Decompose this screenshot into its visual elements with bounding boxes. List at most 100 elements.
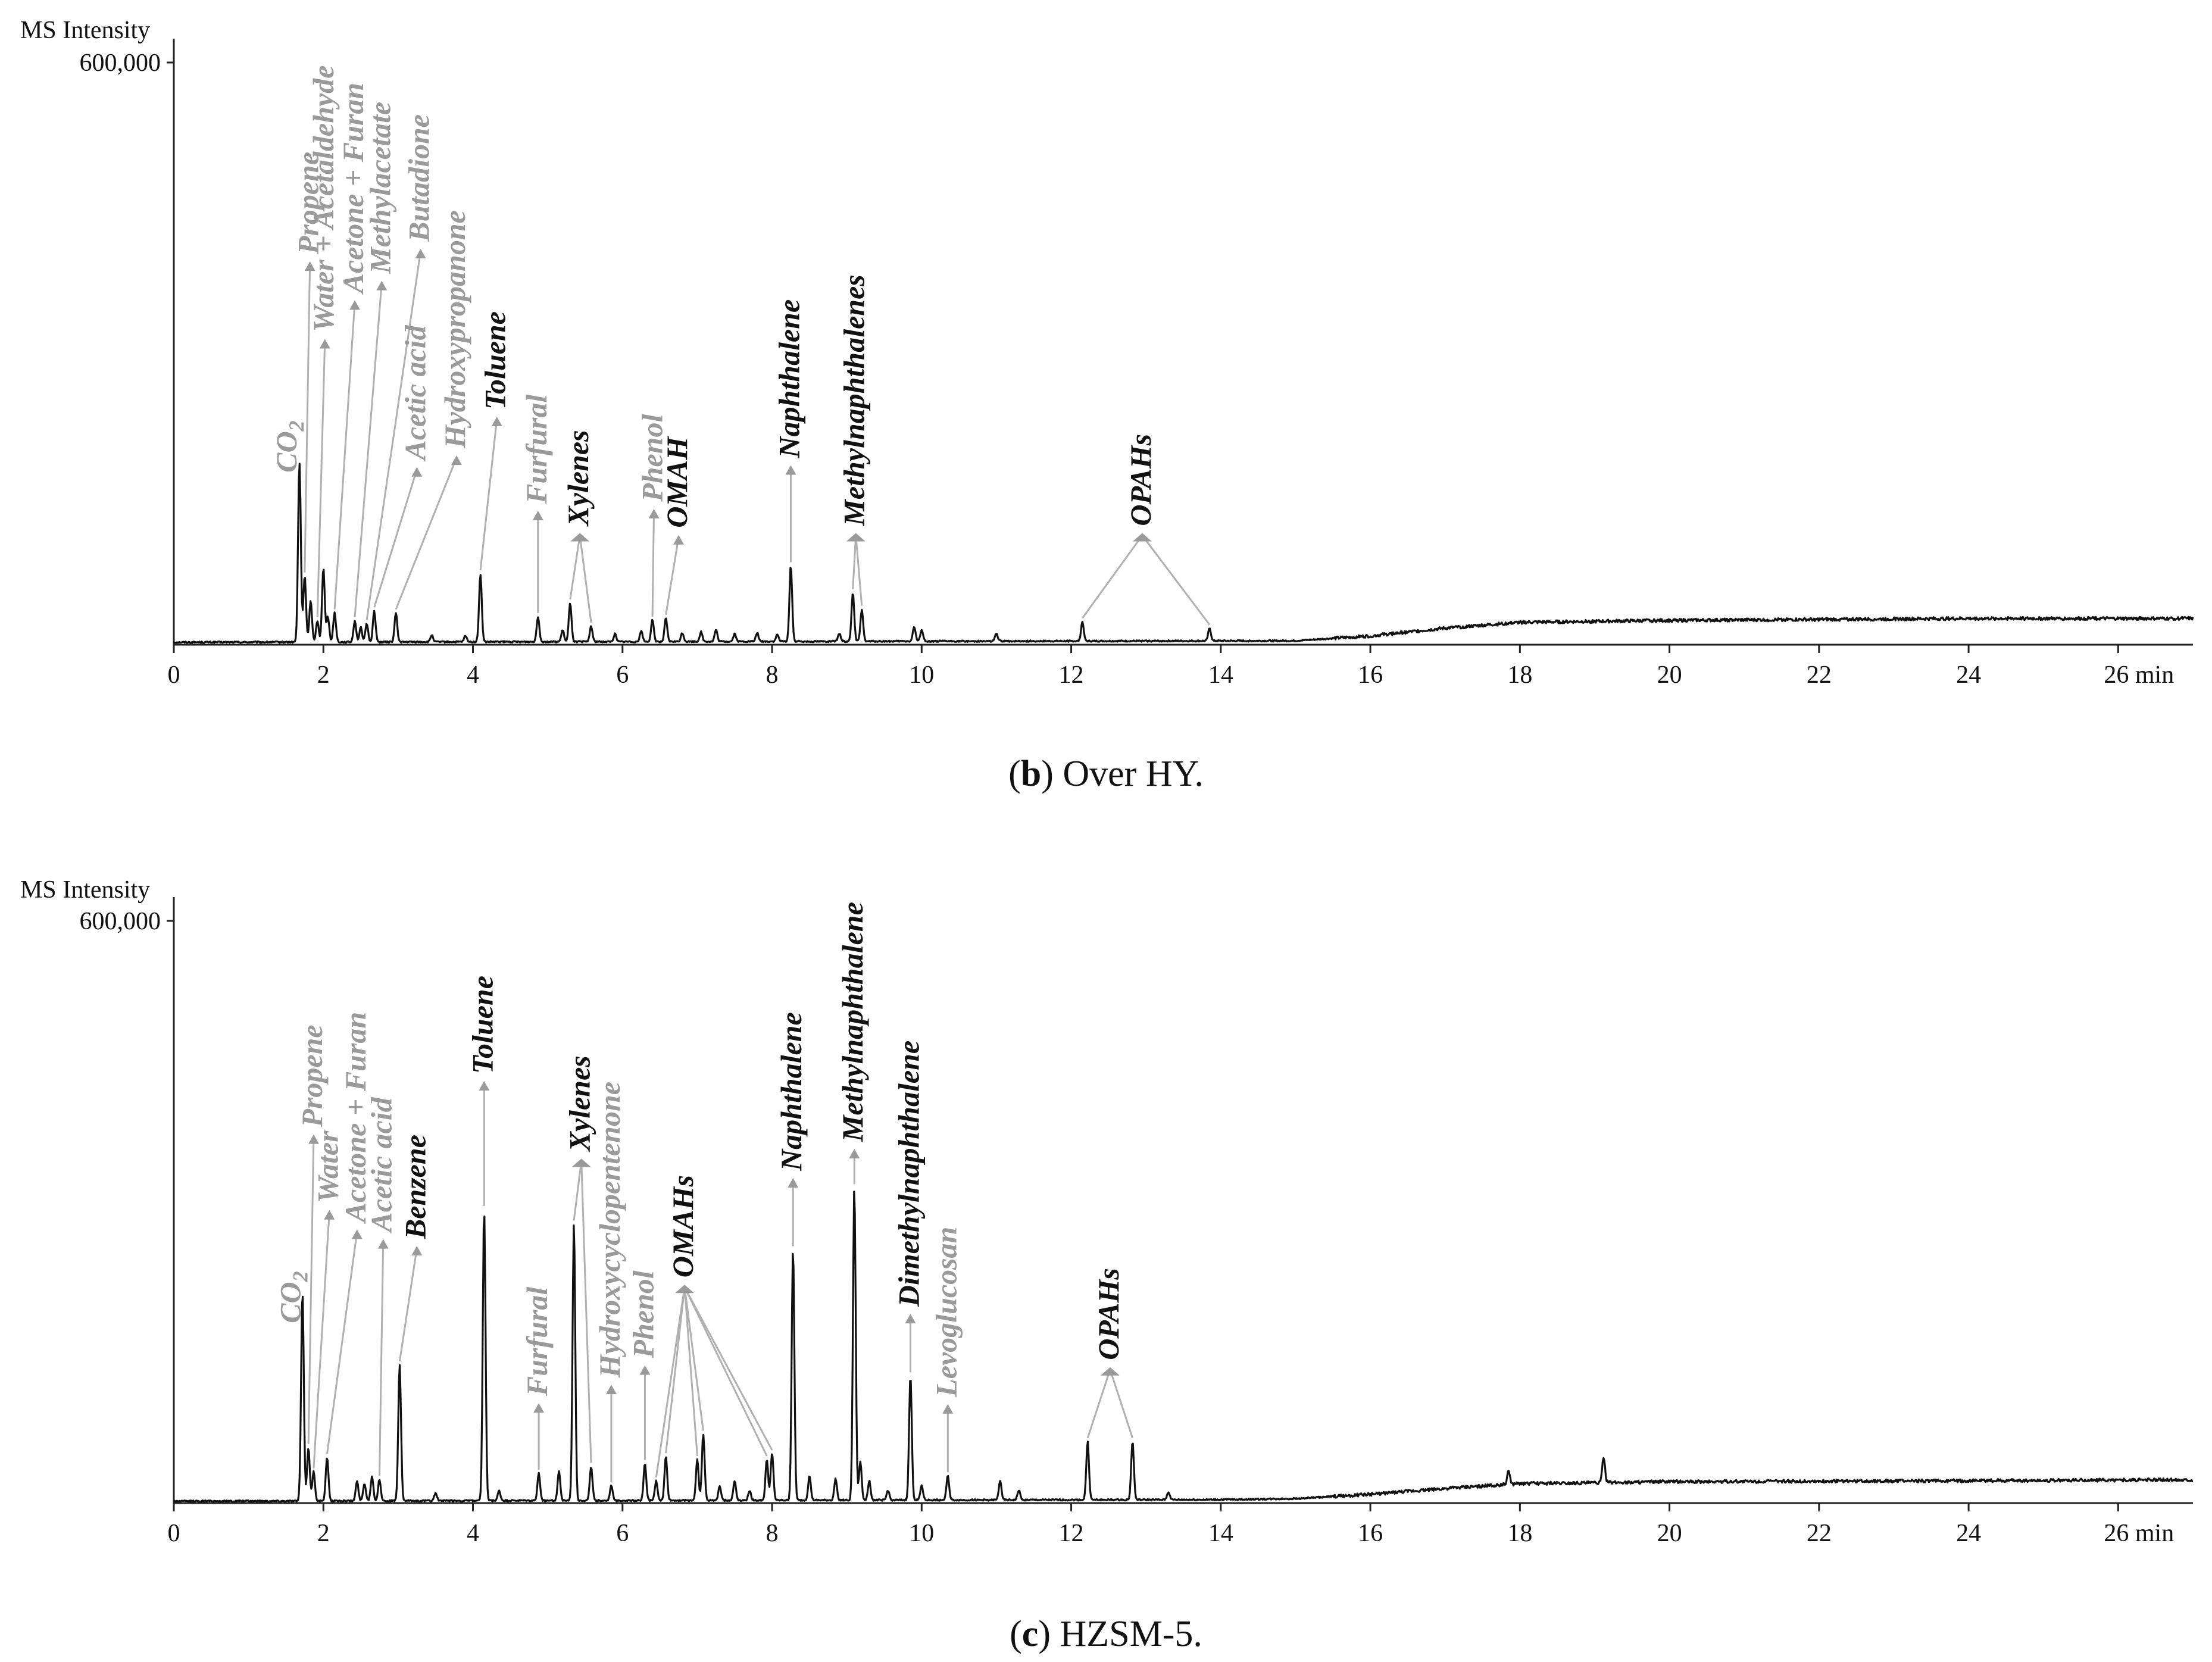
leader-line bbox=[655, 1287, 686, 1478]
leader-line bbox=[569, 535, 581, 600]
x-tick-label: 20 bbox=[1657, 661, 1682, 689]
x-tick-label: 18 bbox=[1507, 1520, 1532, 1547]
x-tick-label: 6 bbox=[616, 1520, 629, 1547]
leader-line bbox=[354, 283, 383, 617]
annotation-text: OPAHs bbox=[1092, 1268, 1125, 1360]
x-tick-label: 10 bbox=[909, 661, 934, 689]
annotation-label: Methylnaphthalene bbox=[836, 902, 869, 1142]
annotation-text: Phenol bbox=[636, 414, 669, 502]
annotation-text: Methylnaphthalene bbox=[836, 902, 869, 1142]
annotation-text: Propene bbox=[292, 152, 325, 255]
annotation-text: Water bbox=[311, 1130, 344, 1203]
x-tick-label: 14 bbox=[1208, 661, 1233, 689]
annotation-methylacetate: Methylacetate bbox=[354, 102, 396, 617]
leader-line bbox=[373, 469, 418, 608]
x-tick-label: 24 bbox=[1956, 661, 1981, 689]
annotation-label: Toluene bbox=[479, 311, 512, 410]
annotation-label: Acetone + Furan bbox=[339, 1012, 372, 1224]
arrow-head-icon bbox=[942, 1404, 954, 1414]
arrow-head-icon bbox=[533, 1403, 545, 1413]
annotation-text: Phenol bbox=[626, 1270, 660, 1358]
arrow-head-icon bbox=[571, 1158, 591, 1167]
annotation-text: Toluene bbox=[479, 311, 512, 410]
annotation-label: Benzene bbox=[398, 1135, 432, 1239]
caption-text: HZSM-5. bbox=[1060, 1614, 1202, 1654]
leader-line bbox=[855, 535, 863, 606]
annotation-text: CO bbox=[270, 431, 303, 472]
annotation-text: Dimethylnaphthalene bbox=[892, 1041, 925, 1307]
annotation-subscript: 2 bbox=[288, 1271, 312, 1282]
annotation-toluene: Toluene bbox=[465, 976, 499, 1207]
chromatogram-trace bbox=[173, 1191, 2194, 1503]
y-axis-label: MS Intensity bbox=[20, 17, 150, 44]
annotation-acetone-furan: Acetone + Furan bbox=[326, 1012, 372, 1454]
annotation-text: Furfural bbox=[520, 1287, 554, 1397]
annotation-subscript: 2 bbox=[285, 420, 308, 432]
arrow-head-icon bbox=[639, 1365, 651, 1375]
x-tick-label: 26 min bbox=[2104, 1520, 2174, 1547]
annotation-acetic-acid: Acetic acid bbox=[373, 324, 432, 608]
arrow-head-icon bbox=[1132, 533, 1152, 542]
annotation-label: CO2 bbox=[273, 1271, 312, 1323]
annotation-text: Acetic acid bbox=[398, 324, 432, 461]
leader-line bbox=[313, 1212, 330, 1469]
annotation-label: Butadione bbox=[402, 114, 436, 242]
annotation-label: Dimethylnaphthalene bbox=[892, 1041, 925, 1307]
annotation-label: Toluene bbox=[465, 976, 499, 1074]
annotation-label: Acetone + Furan bbox=[336, 83, 370, 295]
x-tick-label: 14 bbox=[1208, 1520, 1233, 1547]
annotation-text: Hydroxycyclopentenone bbox=[593, 1082, 626, 1378]
leader-line bbox=[579, 535, 592, 623]
caption-letter: b bbox=[1021, 754, 1041, 794]
annotation-omah: OMAH bbox=[660, 436, 693, 615]
annotation-label: OPAHs bbox=[1092, 1268, 1125, 1360]
x-tick-label: 16 bbox=[1358, 661, 1383, 689]
leader-line bbox=[683, 1286, 768, 1457]
annotation-propene: Propene bbox=[292, 152, 325, 573]
arrow-head-icon bbox=[905, 1314, 916, 1324]
y-axis-label: MS Intensity bbox=[20, 876, 150, 904]
annotation-phenol: Phenol bbox=[636, 414, 669, 617]
annotation-dimethylnaphthalene: Dimethylnaphthalene bbox=[892, 1041, 925, 1373]
annotation-toluene: Toluene bbox=[479, 311, 512, 571]
annotation-opahs: OPAHs bbox=[1082, 434, 1211, 626]
leader-line bbox=[378, 1241, 385, 1476]
leader-line bbox=[307, 1136, 315, 1444]
leader-line bbox=[683, 1286, 773, 1451]
x-tick-label: 8 bbox=[766, 661, 779, 689]
arrow-head-icon bbox=[411, 1246, 423, 1256]
x-tick-label: 12 bbox=[1059, 1520, 1084, 1547]
annotation-label: Acetic acid bbox=[398, 324, 432, 461]
arrow-head-icon bbox=[785, 465, 796, 475]
figure-caption: (b) Over HY. bbox=[1008, 754, 1204, 794]
arrow-head-icon bbox=[304, 261, 315, 271]
annotation-text: Acetone + Furan bbox=[336, 83, 370, 295]
arrow-head-icon bbox=[675, 1285, 695, 1294]
arrow-head-icon bbox=[377, 1239, 389, 1249]
annotation-label: Hydroxypropanone bbox=[438, 210, 471, 449]
annotation-label: Furfural bbox=[520, 395, 553, 505]
annotation-label: Phenol bbox=[626, 1270, 660, 1358]
annotation-label: Water + Acetaldehyde bbox=[307, 65, 340, 332]
annotation-levoglucosan: Levoglucosan bbox=[929, 1227, 963, 1473]
arrow-head-icon bbox=[308, 1134, 319, 1144]
leader-line bbox=[651, 511, 655, 617]
annotation-label: Methylacetate bbox=[363, 102, 396, 274]
annotation-text: CO bbox=[273, 1282, 307, 1323]
annotation-acetone-furan: Acetone + Furan bbox=[333, 83, 370, 610]
leader-line bbox=[683, 1287, 698, 1457]
annotation-text: Levoglucosan bbox=[929, 1227, 963, 1398]
x-tick-label: 2 bbox=[317, 1520, 330, 1547]
annotation-benzene: Benzene bbox=[398, 1135, 432, 1362]
arrow-head-icon bbox=[411, 467, 423, 477]
annotation-text: Water + Acetaldehyde bbox=[307, 65, 340, 332]
annotation-text: Naphthalene bbox=[772, 299, 805, 459]
leader-line bbox=[365, 251, 422, 620]
annotation-text: Methylacetate bbox=[363, 102, 396, 274]
leader-line bbox=[852, 535, 857, 590]
annotation-text: Acetic acid bbox=[365, 1096, 398, 1233]
x-tick-label: 4 bbox=[467, 661, 479, 689]
annotation-text: Methylnaphthalenes bbox=[838, 274, 871, 526]
arrow-head-icon bbox=[788, 1177, 799, 1188]
